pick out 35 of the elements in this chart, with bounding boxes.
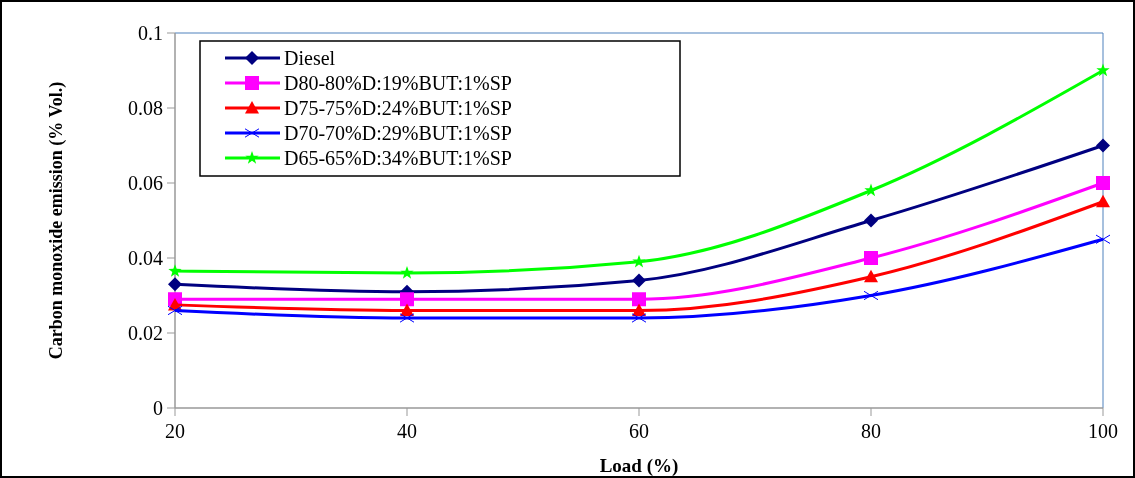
point — [864, 251, 878, 265]
point — [632, 273, 646, 288]
point — [632, 292, 646, 307]
point — [864, 183, 878, 197]
point — [400, 266, 414, 279]
x-tick-label: 60 — [629, 420, 649, 442]
x-tick-label: 20 — [165, 420, 185, 442]
point — [400, 303, 414, 317]
x-tick-label: 40 — [397, 420, 417, 442]
point — [1096, 63, 1110, 77]
y-tick-label: 0.08 — [128, 97, 163, 119]
y-tick-label: 0.06 — [128, 172, 163, 194]
legend-label: D80-80%D:19%BUT:1%SP — [284, 72, 512, 94]
y-tick-label: 0.1 — [138, 22, 163, 44]
legend-label: D65-65%D:34%BUT:1%SP — [284, 147, 512, 169]
point — [864, 213, 878, 228]
point — [1096, 138, 1110, 153]
point — [1096, 176, 1110, 190]
legend-label: Diesel — [284, 47, 336, 69]
y-axis-title: Carbon monoxide emission (% Vol.) — [46, 81, 67, 360]
point — [864, 269, 878, 283]
x-tick-label: 100 — [1088, 420, 1118, 442]
point — [168, 277, 182, 292]
point — [632, 254, 646, 268]
point — [1096, 194, 1110, 208]
legend-label: D75-75%D:24%BUT:1%SP — [284, 97, 512, 119]
x-axis-title: Load (%) — [599, 455, 679, 477]
y-tick-label: 0 — [153, 397, 163, 419]
point — [400, 292, 414, 307]
point — [632, 303, 646, 317]
y-tick-label: 0.02 — [128, 322, 163, 344]
y-tick-label: 0.04 — [128, 247, 163, 269]
x-tick-label: 80 — [861, 420, 881, 442]
point — [168, 264, 182, 277]
legend-label: D70-70%D:29%BUT:1%SP — [284, 122, 512, 144]
